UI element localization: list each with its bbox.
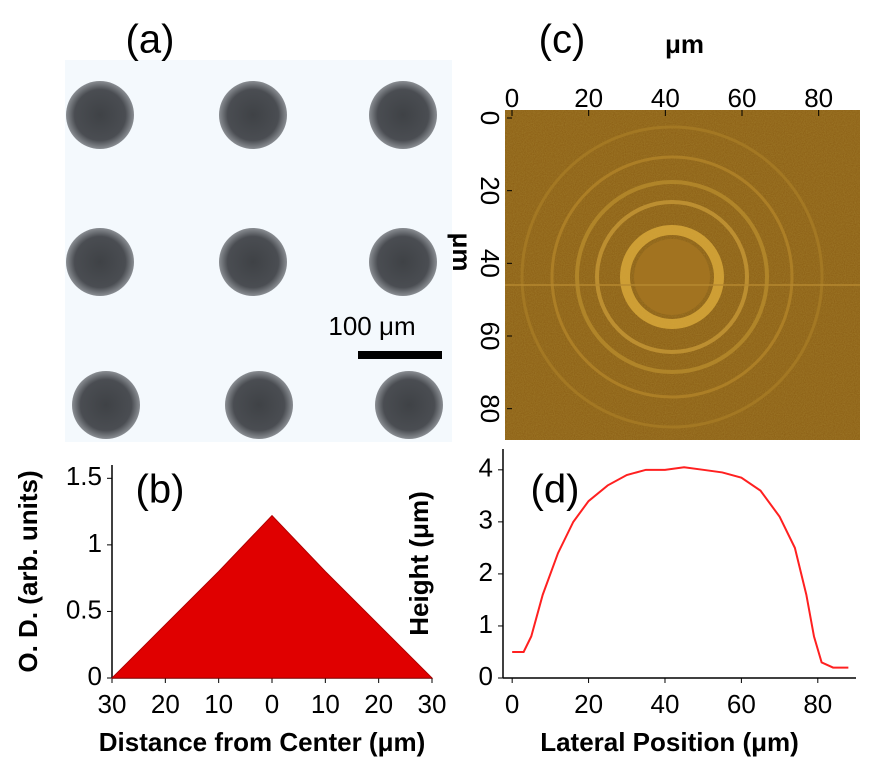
- dot: [375, 371, 443, 439]
- y-tick-label: 3: [479, 505, 493, 535]
- x-tick-label: 60: [728, 83, 757, 113]
- y-tick-label: 2: [479, 557, 493, 587]
- y-tick-label: 4: [479, 453, 493, 483]
- afm-ring: [520, 125, 824, 429]
- area: [110, 514, 434, 679]
- x-tick-label: 0: [505, 83, 519, 113]
- x-tick-label: 20: [574, 689, 603, 719]
- afm-ring: [620, 225, 724, 329]
- scale-bar-label: 100 μm: [328, 311, 415, 341]
- afm-ring: [550, 155, 794, 399]
- x-tick-label: 20: [151, 689, 180, 719]
- line: [512, 466, 849, 669]
- x-tick-label: 60: [727, 689, 756, 719]
- x-tick-label: 80: [803, 689, 832, 719]
- y-axis-title: μm: [447, 232, 477, 271]
- panel-label: (b): [136, 468, 185, 512]
- afm-ring: [575, 180, 769, 374]
- y-tick-label: 0: [88, 661, 102, 691]
- y-tick-label: 0: [475, 111, 505, 125]
- x-tick-label: 20: [574, 83, 603, 113]
- panel-label: (c): [539, 18, 586, 62]
- x-axis-title: μm: [665, 29, 704, 59]
- x-tick-label: 40: [651, 83, 680, 113]
- y-tick-label: 40: [475, 249, 505, 278]
- y-tick-label: 0: [479, 661, 493, 691]
- dot: [219, 81, 287, 149]
- x-tick-label: 10: [311, 689, 340, 719]
- y-tick-label: 1: [88, 528, 102, 558]
- y-axis-title: O. D. (arb. units): [13, 470, 43, 672]
- x-axis-title: Distance from Center (μm): [99, 727, 426, 757]
- afm-ring: [595, 200, 749, 354]
- y-tick-label: 1.5: [66, 461, 102, 491]
- x-tick-label: 10: [204, 689, 233, 719]
- x-axis-title: Lateral Position (μm): [540, 727, 799, 757]
- x-tick-label: 80: [804, 83, 833, 113]
- dot: [66, 228, 134, 296]
- y-tick-label: 0.5: [66, 594, 102, 624]
- dot: [369, 81, 437, 149]
- panel-label: (a): [126, 18, 175, 62]
- panel-label: (d): [531, 468, 580, 512]
- y-tick-label: 80: [475, 394, 505, 423]
- x-tick-label: 0: [265, 689, 279, 719]
- dot: [225, 371, 293, 439]
- dot: [66, 81, 134, 149]
- x-tick-label: 40: [651, 689, 680, 719]
- x-tick-label: 30: [418, 689, 447, 719]
- x-tick-label: 0: [505, 689, 519, 719]
- y-tick-label: 60: [475, 322, 505, 351]
- dot: [219, 228, 287, 296]
- dot: [369, 228, 437, 296]
- y-tick-label: 1: [479, 609, 493, 639]
- y-tick-label: 20: [475, 176, 505, 205]
- x-tick-label: 30: [98, 689, 127, 719]
- dot: [72, 371, 140, 439]
- y-axis-title: Height (μm): [404, 491, 434, 635]
- x-tick-label: 20: [364, 689, 393, 719]
- afm-center: [634, 239, 710, 315]
